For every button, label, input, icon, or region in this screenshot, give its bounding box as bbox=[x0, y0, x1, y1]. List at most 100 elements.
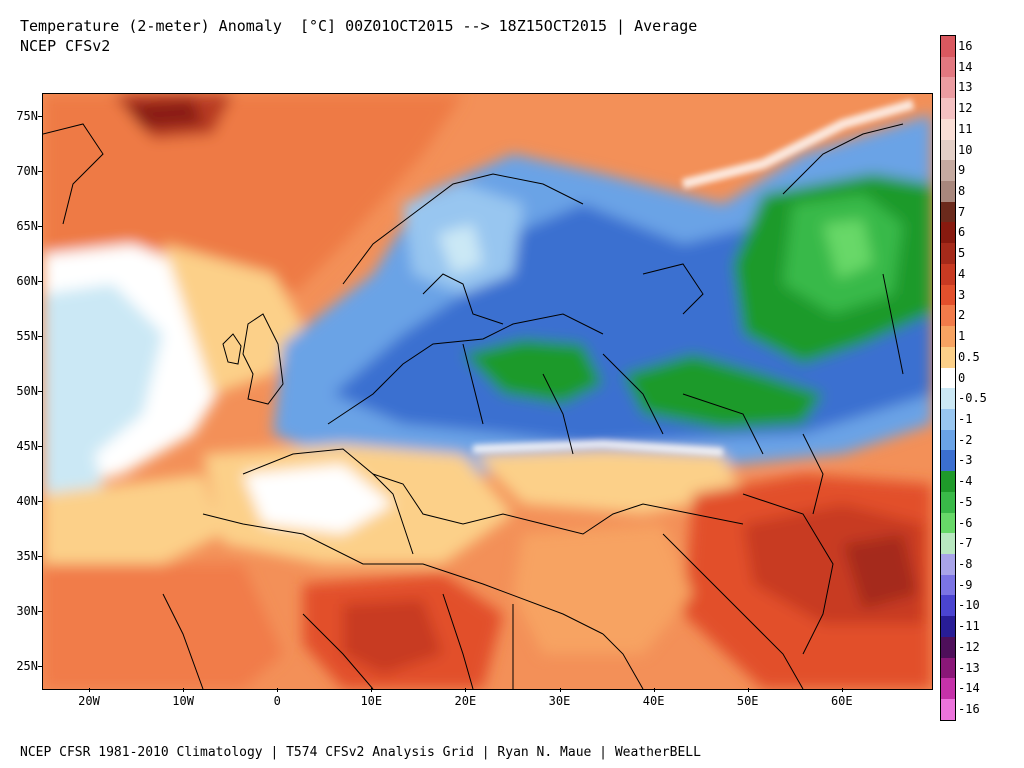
colorbar-swatch bbox=[941, 36, 955, 57]
colorbar-label: -13 bbox=[958, 660, 980, 675]
colorbar-swatch bbox=[941, 636, 955, 658]
colorbar-swatch bbox=[941, 346, 955, 368]
colorbar-swatch bbox=[941, 118, 955, 140]
colorbar-label: -11 bbox=[958, 619, 980, 634]
colorbar bbox=[940, 35, 956, 721]
colorbar-label: 13 bbox=[958, 80, 973, 95]
colorbar-swatch bbox=[941, 595, 955, 617]
colorbar-label: -5 bbox=[958, 494, 973, 509]
latitude-tick bbox=[38, 281, 42, 282]
colorbar-label: 1 bbox=[958, 329, 966, 344]
map-title: Temperature (2-meter) Anomaly [°C] 00Z01… bbox=[20, 17, 698, 35]
latitude-tick bbox=[38, 226, 42, 227]
colorbar-label: 5 bbox=[958, 246, 966, 261]
colorbar-label: 0 bbox=[958, 370, 966, 385]
colorbar-swatch bbox=[941, 574, 955, 596]
colorbar-swatch bbox=[941, 181, 955, 202]
colorbar-label: 2 bbox=[958, 308, 966, 323]
latitude-label: 45N bbox=[16, 439, 38, 453]
colorbar-label: 6 bbox=[958, 225, 966, 240]
colorbar-label: 16 bbox=[958, 39, 973, 53]
colorbar-label: -1 bbox=[958, 411, 973, 426]
model-name: NCEP CFSv2 bbox=[20, 37, 111, 55]
latitude-tick bbox=[38, 336, 42, 337]
colorbar-label: -14 bbox=[958, 681, 980, 696]
longitude-label: 50E bbox=[736, 694, 759, 708]
latitude-label: 40N bbox=[16, 494, 38, 508]
colorbar-label: 12 bbox=[958, 101, 973, 116]
colorbar-label: -9 bbox=[958, 577, 973, 592]
colorbar-swatch bbox=[941, 222, 955, 244]
colorbar-label: -16 bbox=[958, 702, 980, 717]
colorbar-label: 9 bbox=[958, 163, 966, 178]
latitude-tick bbox=[38, 171, 42, 172]
latitude-label: 25N bbox=[16, 659, 38, 673]
longitude-label: 40E bbox=[642, 694, 665, 708]
longitude-tick bbox=[465, 688, 467, 692]
colorbar-swatch bbox=[941, 56, 955, 78]
colorbar-swatch bbox=[941, 284, 955, 306]
map-canvas bbox=[43, 94, 932, 689]
colorbar-label: 4 bbox=[958, 266, 966, 281]
colorbar-label: -0.5 bbox=[958, 391, 987, 406]
colorbar-swatch bbox=[941, 160, 955, 182]
colorbar-swatch bbox=[941, 77, 955, 99]
longitude-label: 10E bbox=[360, 694, 383, 708]
colorbar-label: -8 bbox=[958, 557, 973, 571]
longitude-tick bbox=[183, 688, 185, 692]
latitude-label: 60N bbox=[16, 274, 38, 288]
colorbar-swatch bbox=[941, 429, 955, 451]
latitude-label: 50N bbox=[16, 384, 38, 398]
colorbar-label: 8 bbox=[958, 184, 966, 199]
longitude-tick bbox=[841, 688, 843, 692]
latitude-label: 30N bbox=[16, 604, 38, 618]
latitude-label: 65N bbox=[16, 219, 38, 233]
colorbar-swatch bbox=[941, 98, 955, 119]
longitude-tick bbox=[89, 688, 90, 692]
longitude-tick bbox=[277, 688, 279, 692]
colorbar-label: -3 bbox=[958, 453, 973, 468]
longitude-tick bbox=[653, 688, 655, 692]
latitude-tick bbox=[38, 446, 42, 447]
colorbar-swatch bbox=[941, 699, 955, 720]
longitude-label: 20E bbox=[454, 694, 477, 708]
colorbar-swatch bbox=[941, 512, 955, 534]
colorbar-label: -6 bbox=[958, 515, 973, 530]
colorbar-label: 10 bbox=[958, 142, 973, 157]
colorbar-label: 7 bbox=[958, 204, 966, 219]
latitude-tick bbox=[38, 666, 42, 667]
longitude-label: 30E bbox=[548, 694, 571, 708]
longitude-tick bbox=[371, 688, 373, 692]
colorbar-label: -7 bbox=[958, 536, 973, 551]
latitude-tick bbox=[38, 556, 42, 557]
colorbar-swatch bbox=[941, 305, 955, 327]
latitude-label: 70N bbox=[16, 164, 38, 178]
longitude-label: 60E bbox=[830, 694, 853, 708]
colorbar-swatch bbox=[941, 201, 955, 223]
colorbar-label: -2 bbox=[958, 432, 973, 447]
anomaly-map bbox=[42, 93, 933, 690]
colorbar-swatch bbox=[941, 388, 955, 409]
colorbar-swatch bbox=[941, 263, 955, 285]
longitude-tick bbox=[747, 688, 749, 692]
colorbar-label: -12 bbox=[958, 639, 980, 654]
colorbar-swatch bbox=[941, 533, 955, 554]
colorbar-swatch bbox=[941, 243, 955, 264]
colorbar-swatch bbox=[941, 450, 955, 472]
longitude-label: 10W bbox=[172, 694, 194, 708]
colorbar-swatch bbox=[941, 367, 955, 389]
colorbar-swatch bbox=[941, 326, 955, 347]
colorbar-swatch bbox=[941, 657, 955, 679]
colorbar-label: 11 bbox=[958, 121, 973, 136]
longitude-label: 20W bbox=[78, 694, 100, 708]
latitude-tick bbox=[38, 501, 42, 502]
latitude-tick bbox=[38, 391, 42, 392]
colorbar-swatch bbox=[941, 139, 955, 161]
coastlines bbox=[43, 123, 904, 689]
colorbar-swatch bbox=[941, 553, 955, 575]
colorbar-swatch bbox=[941, 408, 955, 430]
colorbar-swatch bbox=[941, 491, 955, 513]
latitude-label: 35N bbox=[16, 549, 38, 563]
colorbar-label: -10 bbox=[958, 598, 980, 613]
longitude-label: 0 bbox=[273, 694, 281, 708]
